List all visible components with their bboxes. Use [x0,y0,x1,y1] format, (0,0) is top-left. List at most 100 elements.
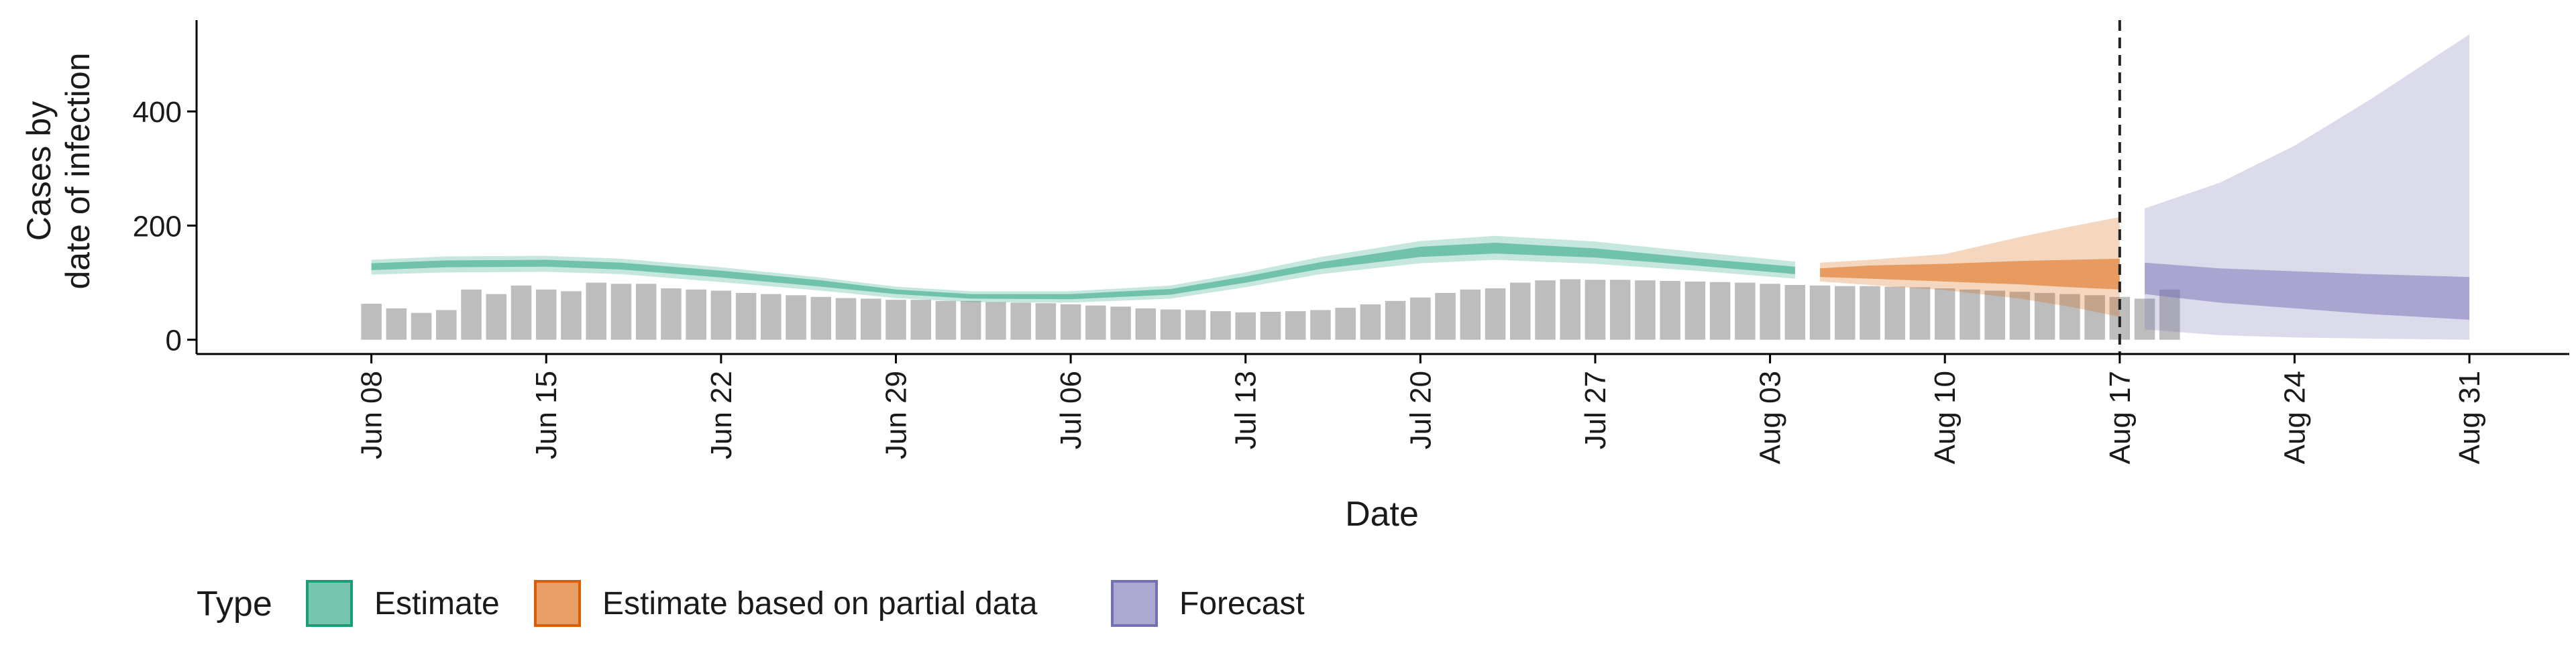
reported-cases-bar [2009,292,2031,340]
reported-cases-bar [1410,297,1431,340]
y-tick-label: 0 [166,325,182,357]
x-tick-label: Aug 24 [2278,371,2311,464]
x-tick-label: Aug 03 [1754,371,1787,464]
reported-cases-bar [786,295,806,340]
reported-cases-bar [1535,280,1556,340]
legend-key-estimate-based-on-partial-data [534,580,581,627]
estimate-ribbon-50 [371,243,1795,300]
x-tick-label: Jun 15 [530,371,563,459]
reported-cases-bar [1684,281,1706,340]
reported-cases-bar [1235,312,1256,340]
reported-cases-bar [1460,289,1481,340]
legend-label-estimate: Estimate [374,586,500,622]
x-tick-label: Aug 17 [2104,371,2137,464]
reported-cases-bar [1960,289,1980,340]
y-tick-label: 200 [133,210,182,243]
reported-cases-bar [2134,298,2155,340]
reported-cases-bar [411,312,432,340]
reported-cases-bar [1860,286,1880,340]
reported-cases-bar [1435,292,1456,340]
reported-cases-bar [535,289,557,340]
reported-cases-bar [1160,309,1181,340]
reported-cases-bar [1635,280,1656,340]
axes: 0 200 400 Jun 08 Jun 15 Jun 22 Jun 29 Jul 06 Jul… [133,20,2569,464]
reported-cases-bar [2059,294,2080,340]
reported-cases-bar [860,298,881,340]
reported-cases-bar [985,302,1006,340]
reported-cases-bar [1035,303,1057,340]
reported-cases-bar [561,291,582,340]
forecast-ribbon-90 [2145,34,2470,340]
reported-cases-bar [1085,305,1106,340]
y-axis-title-line-2: date of infection [59,52,97,289]
x-tick-label: Aug 10 [1929,371,1962,464]
estimate-ribbon-90 [371,235,1795,303]
x-tick-label: Jul 13 [1230,371,1263,449]
reported-cases-bar [810,296,832,340]
x-tick-label: Jun 22 [705,371,738,459]
x-tick-label: Jun 08 [356,371,388,459]
reported-cases-bar [635,284,657,340]
reported-cases-bar [1285,311,1306,340]
reported-cases-bar [610,284,632,340]
reported-cases-bar [1010,302,1031,340]
legend-label-forecast: Forecast [1179,586,1305,622]
reported-cases-bar [686,289,706,340]
reported-cases-bar [1385,300,1406,340]
reported-cases-bar [1210,311,1231,340]
reported-cases-bar [1784,284,1806,340]
reported-cases-bar [1709,282,1731,340]
reported-cases-bar [710,290,732,340]
reported-cases-bar [960,300,981,340]
reported-cases-bar [2159,289,2180,340]
y-axis-title-line-1: Cases by [20,101,58,241]
reported-cases-bar [1909,287,1931,340]
reported-cases-bar [1735,282,1756,340]
x-tick-label: Jun 29 [879,371,912,459]
reported-cases-bar [1060,304,1081,340]
reported-cases-bar [1135,308,1157,340]
reported-cases-bar [1809,285,1831,340]
legend-key-estimate [306,580,353,627]
reported-cases-bar [1560,279,1581,340]
reported-cases-bar [1884,286,1906,340]
reported-cases-bar [2084,295,2105,340]
x-tick-label: Aug 31 [2453,371,2486,464]
reported-cases-bar [761,294,782,340]
reported-cases-bar [835,298,857,340]
reported-cases-bar [885,300,906,340]
reported-cases-bar [1110,306,1131,340]
legend: Type Estimate Estimate based on partial da… [197,580,1305,627]
reported-cases-bar [1310,310,1331,340]
reported-cases-bar [436,310,457,340]
reported-cases-bar [586,282,606,340]
reported-cases-bar [1585,280,1606,340]
x-tick-label: Jul 27 [1579,371,1612,449]
reported-cases-bar [2034,292,2055,340]
reported-cases-bar [935,300,957,340]
legend-title: Type [197,585,272,624]
reported-cases-bar [661,288,682,340]
reported-cases-bar [461,289,482,340]
reported-cases-bar [486,294,507,340]
reported-cases-bar [735,292,757,340]
reported-cases-bar [1260,312,1281,340]
legend-label-estimate-based-on-partial-data: Estimate based on partial data [602,586,1038,622]
forecast-ribbon-50 [2145,262,2470,320]
x-axis-title: Date [1345,495,1419,534]
reported-cases-bar [1835,286,1856,340]
reported-cases-bar [1360,304,1381,340]
x-tick-label: Jul 06 [1055,371,1087,449]
reported-cases-bar [1760,284,1780,340]
reported-cases-bar [1185,310,1206,340]
legend-key-forecast [1111,580,1158,627]
plot-area [361,20,2470,354]
reported-cases-bar [511,285,532,340]
reported-cases-bar [386,308,407,340]
reported-cases-bar [1660,281,1680,340]
y-tick-label: 400 [133,96,182,129]
reported-cases-bar [1335,308,1356,340]
estimate-based-on-partial-data-ribbon-50 [1820,258,2120,290]
